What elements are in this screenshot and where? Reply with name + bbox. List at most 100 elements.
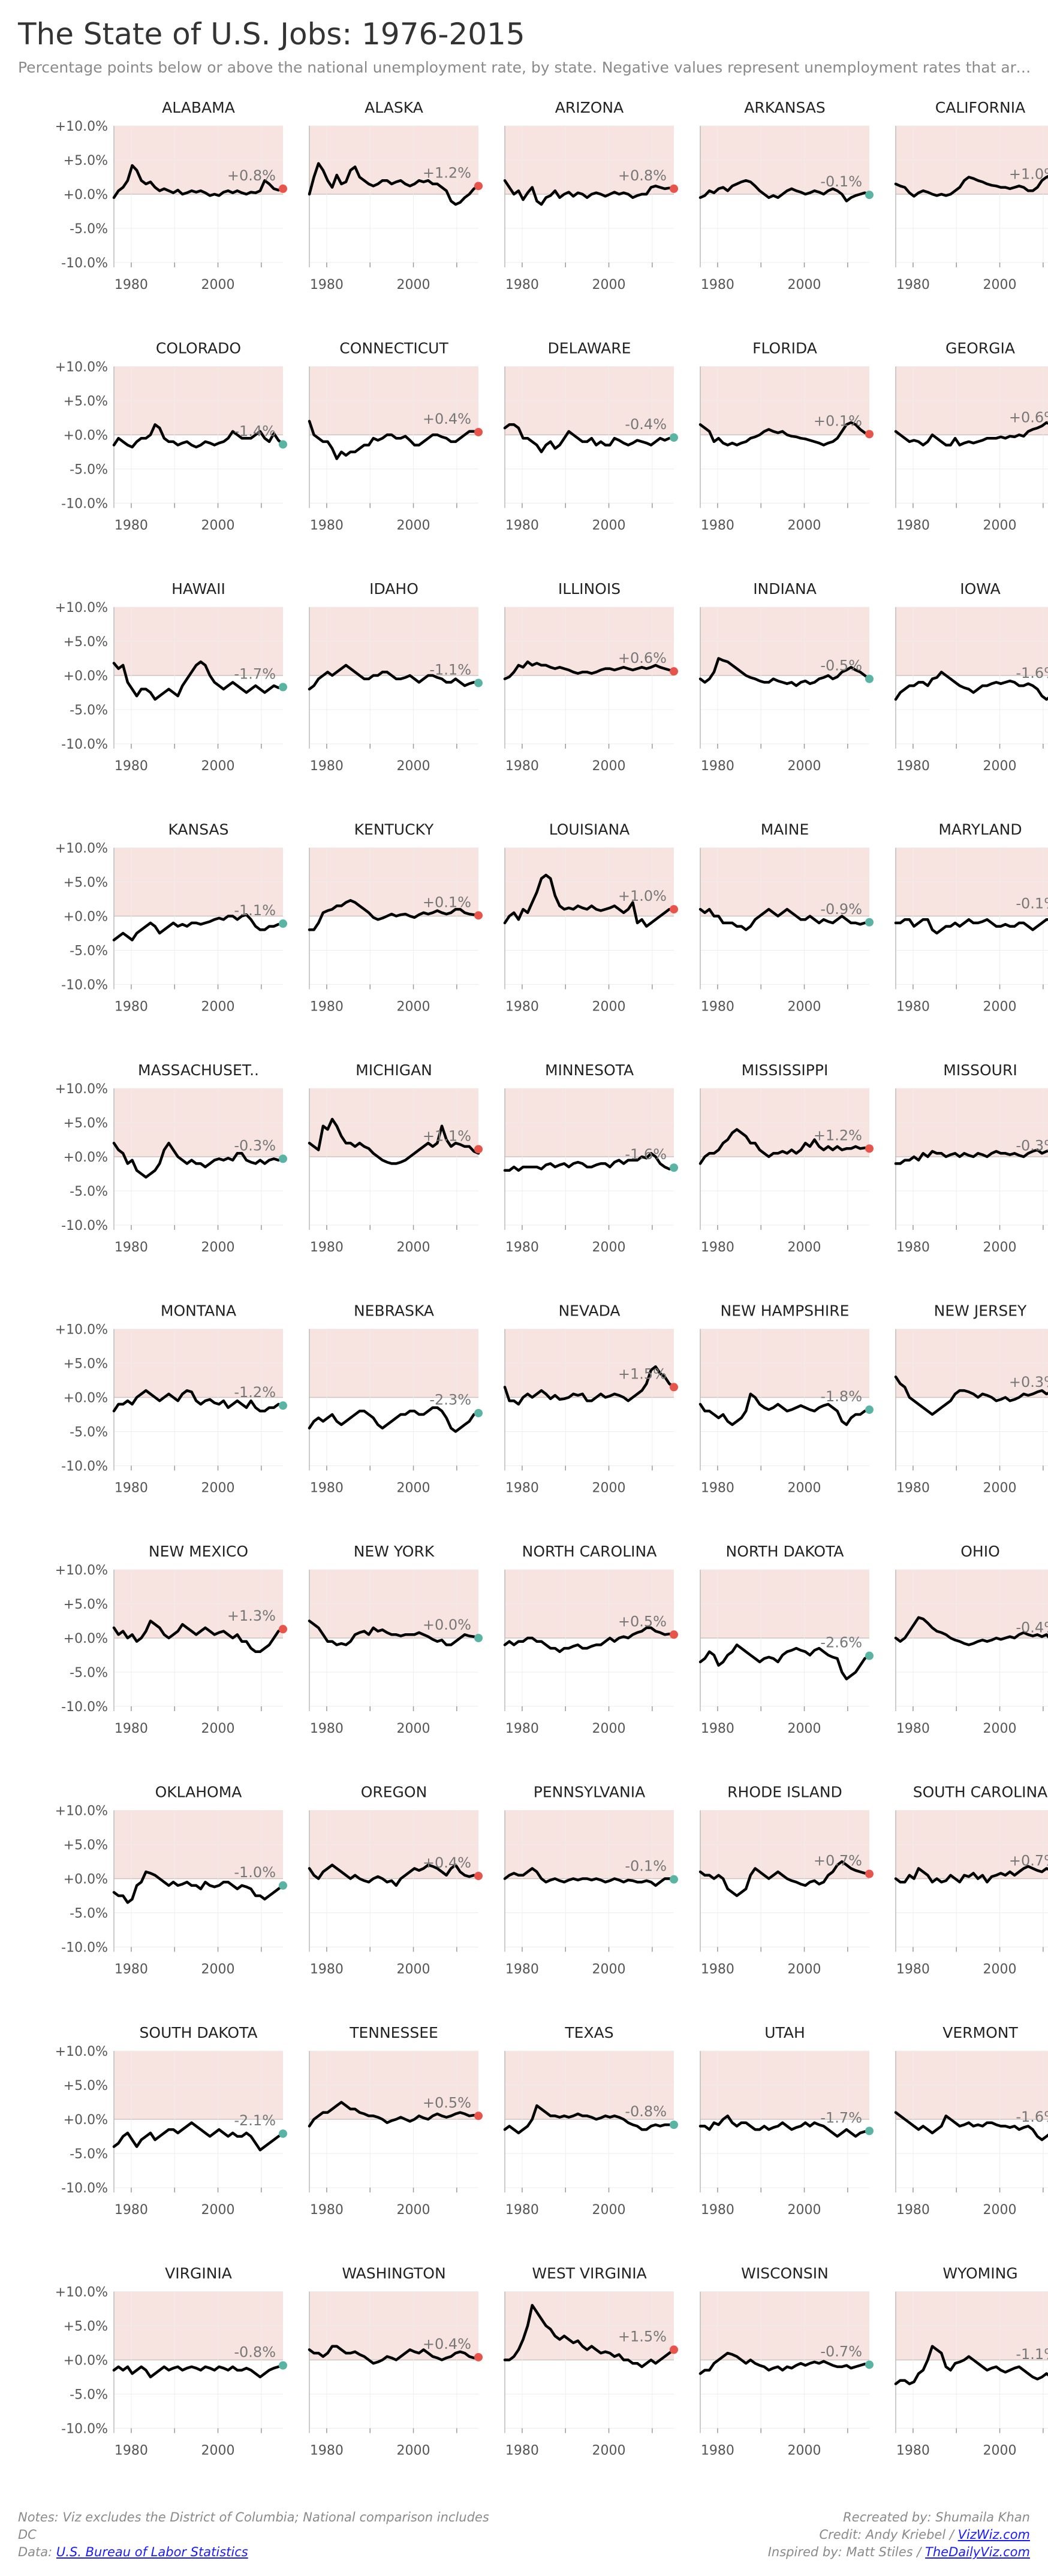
final-value-label: +0.7% <box>814 1853 862 1869</box>
facet-title: NEW MEXICO <box>149 1543 248 1560</box>
y-tick-label: +5.0% <box>64 876 108 891</box>
series-line <box>894 1376 1048 1416</box>
final-value-label: +0.5% <box>618 1613 667 1630</box>
x-tick-label: 1980 <box>701 1481 734 1496</box>
series-line <box>894 2111 1048 2141</box>
final-point-marker <box>670 905 678 914</box>
facet-title: NEW YORK <box>354 1543 435 1560</box>
series-line <box>698 907 871 931</box>
x-tick-label: 2000 <box>201 1962 235 1977</box>
inspired-link[interactable]: TheDailyViz.com <box>925 2545 1030 2559</box>
x-tick-label: 2000 <box>788 2203 821 2218</box>
x-tick-label: 2000 <box>983 1962 1017 1977</box>
x-tick-label: 1980 <box>115 1240 148 1255</box>
final-point-marker <box>670 2345 678 2354</box>
x-tick-label: 2000 <box>983 1481 1017 1496</box>
y-tick-label: +5.0% <box>64 1597 108 1612</box>
final-point-marker <box>279 2361 287 2370</box>
data-source-link[interactable]: U.S. Bureau of Labor Statistics <box>56 2545 248 2559</box>
y-tick-label: +0.0% <box>64 669 108 684</box>
x-tick-label: 2000 <box>983 759 1017 774</box>
x-tick-label: 2000 <box>397 277 430 292</box>
series-line <box>698 421 871 447</box>
final-value-label: -1.7% <box>820 2109 862 2126</box>
facet-oregon: OREGON 1980 2000 +0.4% <box>308 1784 483 1977</box>
y-tick-label: +0.0% <box>64 188 108 203</box>
x-tick-label: 2000 <box>788 2444 821 2459</box>
y-tick-label: -10.0% <box>61 1941 108 1956</box>
x-tick-label: 2000 <box>201 759 235 774</box>
x-tick-label: 1980 <box>310 2444 344 2459</box>
y-tick-label: +5.0% <box>64 153 108 168</box>
final-point-marker <box>279 184 287 193</box>
y-tick-label: +5.0% <box>64 1838 108 1853</box>
facet-title: ILLINOIS <box>558 580 621 598</box>
facet-florida: FLORIDA 1980 2000 +0.1% <box>698 340 874 533</box>
facet-title: MARYLAND <box>938 821 1022 838</box>
facet-minnesota: MINNESOTA 1980 2000 -1.6% <box>503 1061 678 1255</box>
final-point-marker <box>474 1408 483 1417</box>
facet-vermont: VERMONT 1980 2000 -1.6% <box>894 2024 1048 2218</box>
x-tick-label: 2000 <box>397 1962 430 1977</box>
series-line <box>112 2364 285 2379</box>
x-tick-label: 1980 <box>701 277 734 292</box>
series-line <box>698 179 871 203</box>
facet-tennessee: TENNESSEE 1980 2000 +0.5% <box>308 2024 483 2218</box>
final-point-marker <box>865 430 874 439</box>
x-tick-label: 2000 <box>397 1240 430 1255</box>
x-tick-label: 2000 <box>201 1240 235 1255</box>
facet-oklahoma: OKLAHOMA +10.0% +5.0% +0.0% -5.0% -10.0% 1980 2… <box>55 1784 287 1977</box>
facet-title: IDAHO <box>369 580 418 598</box>
final-point-marker <box>474 2352 483 2361</box>
final-value-label: -0.4% <box>625 416 667 433</box>
series-line <box>112 660 285 701</box>
x-tick-label: 1980 <box>310 1000 344 1015</box>
credit-link[interactable]: VizWiz.com <box>957 2527 1030 2542</box>
final-value-label: -0.5% <box>820 657 862 674</box>
facet-virginia: VIRGINIA +10.0% +5.0% +0.0% -5.0% -10.0% 1980 2… <box>55 2265 287 2459</box>
final-point-marker <box>474 2112 483 2120</box>
final-point-marker <box>474 911 483 920</box>
facet-title: NEVADA <box>558 1302 620 1320</box>
x-tick-label: 2000 <box>592 2444 626 2459</box>
y-tick-label: +10.0% <box>55 841 108 856</box>
x-tick-label: 1980 <box>115 518 148 533</box>
facet-arkansas: ARKANSAS 1980 2000 -0.1% <box>698 99 874 292</box>
facet-title: MONTANA <box>161 1302 236 1320</box>
notes-text-continued: DC <box>18 2527 37 2542</box>
x-tick-label: 2000 <box>983 2203 1017 2218</box>
facet-title: UTAH <box>764 2024 805 2041</box>
series-line <box>308 663 480 691</box>
x-tick-label: 1980 <box>701 759 734 774</box>
series-line <box>308 162 480 206</box>
facet-title: KENTUCKY <box>354 821 434 838</box>
x-tick-label: 2000 <box>201 1000 235 1015</box>
final-value-label: +1.0% <box>618 888 667 904</box>
final-point-marker <box>279 1625 287 1634</box>
x-tick-label: 1980 <box>896 2444 930 2459</box>
x-tick-label: 2000 <box>201 518 235 533</box>
y-tick-label: +10.0% <box>55 119 108 134</box>
final-point-marker <box>279 2129 287 2138</box>
x-tick-label: 2000 <box>788 1481 821 1496</box>
y-tick-label: -10.0% <box>61 1218 108 1233</box>
y-tick-label: +0.0% <box>64 429 108 444</box>
notes-text: Notes: Viz excludes the District of Colu… <box>18 2510 489 2524</box>
facet-wyoming: WYOMING 1980 2000 -1.1% <box>894 2265 1048 2459</box>
x-tick-label: 1980 <box>505 518 539 533</box>
final-value-label: +0.4% <box>423 2336 471 2352</box>
x-tick-label: 2000 <box>592 2203 626 2218</box>
facet-title: ARIZONA <box>555 99 624 116</box>
final-point-marker <box>865 1405 874 1414</box>
y-tick-label: -10.0% <box>61 1459 108 1474</box>
x-tick-label: 1980 <box>896 277 930 292</box>
y-tick-label: -10.0% <box>61 737 108 752</box>
facet-title: OHIO <box>960 1543 1000 1560</box>
y-tick-label: -5.0% <box>70 1666 108 1681</box>
x-tick-label: 2000 <box>592 1962 626 1977</box>
x-tick-label: 1980 <box>701 1240 734 1255</box>
facet-delaware: DELAWARE 1980 2000 -0.4% <box>503 340 678 533</box>
x-tick-label: 1980 <box>896 759 930 774</box>
final-point-marker <box>670 1163 678 1172</box>
y-tick-label: -10.0% <box>61 256 108 271</box>
